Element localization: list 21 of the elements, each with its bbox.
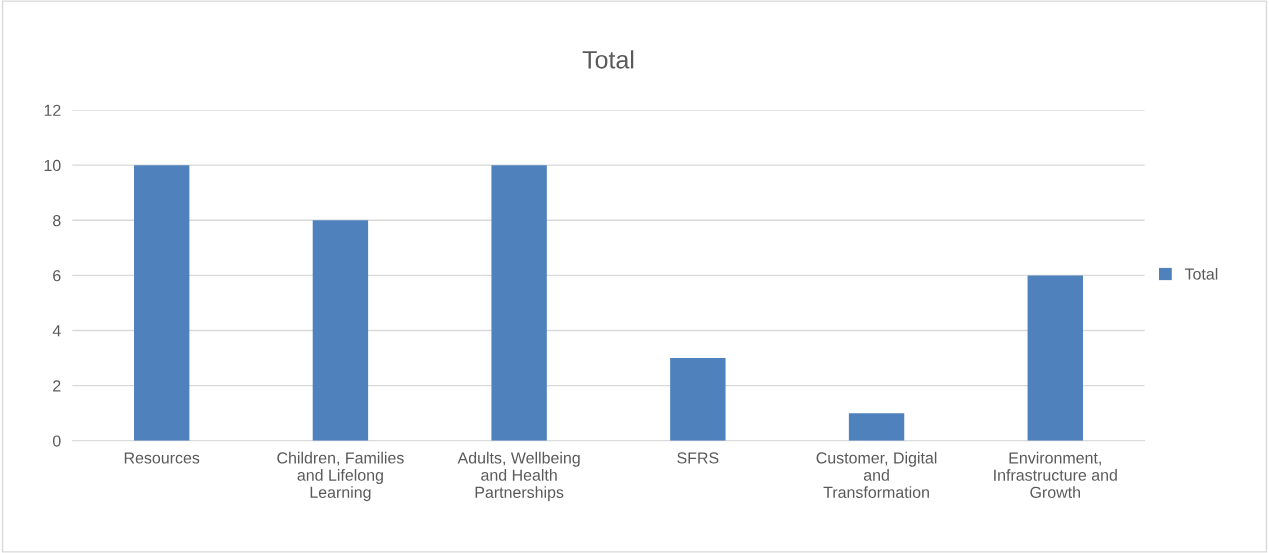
y-tick-label: 8 [53,214,61,227]
x-tick-label: SFRS [677,452,719,464]
x-tick-label: Adults, Wellbeing and Health Partnerships [457,451,580,502]
y-tick-label: 0 [52,435,61,447]
x-tick-label: Resources [124,452,200,464]
y-tick-label: 2 [53,380,61,392]
y-tick-label: 10 [44,159,61,172]
bar [670,358,726,441]
x-tick-label: Customer, Digital and Transformation [816,451,937,498]
bar [312,220,369,441]
bar [848,413,905,441]
x-tick-label: Children, Families and Lifelong Learning [277,451,404,502]
y-tick-label: 6 [53,270,61,282]
bar [1027,275,1083,441]
chart-title: Total [582,50,634,69]
bar [491,165,547,441]
x-tick-label: Environment, Infrastructure and Growth [994,451,1117,498]
y-tick-label: 12 [44,104,61,116]
bar [133,165,190,441]
legend-label: Total [1184,267,1218,280]
y-tick-label: 4 [52,325,61,337]
